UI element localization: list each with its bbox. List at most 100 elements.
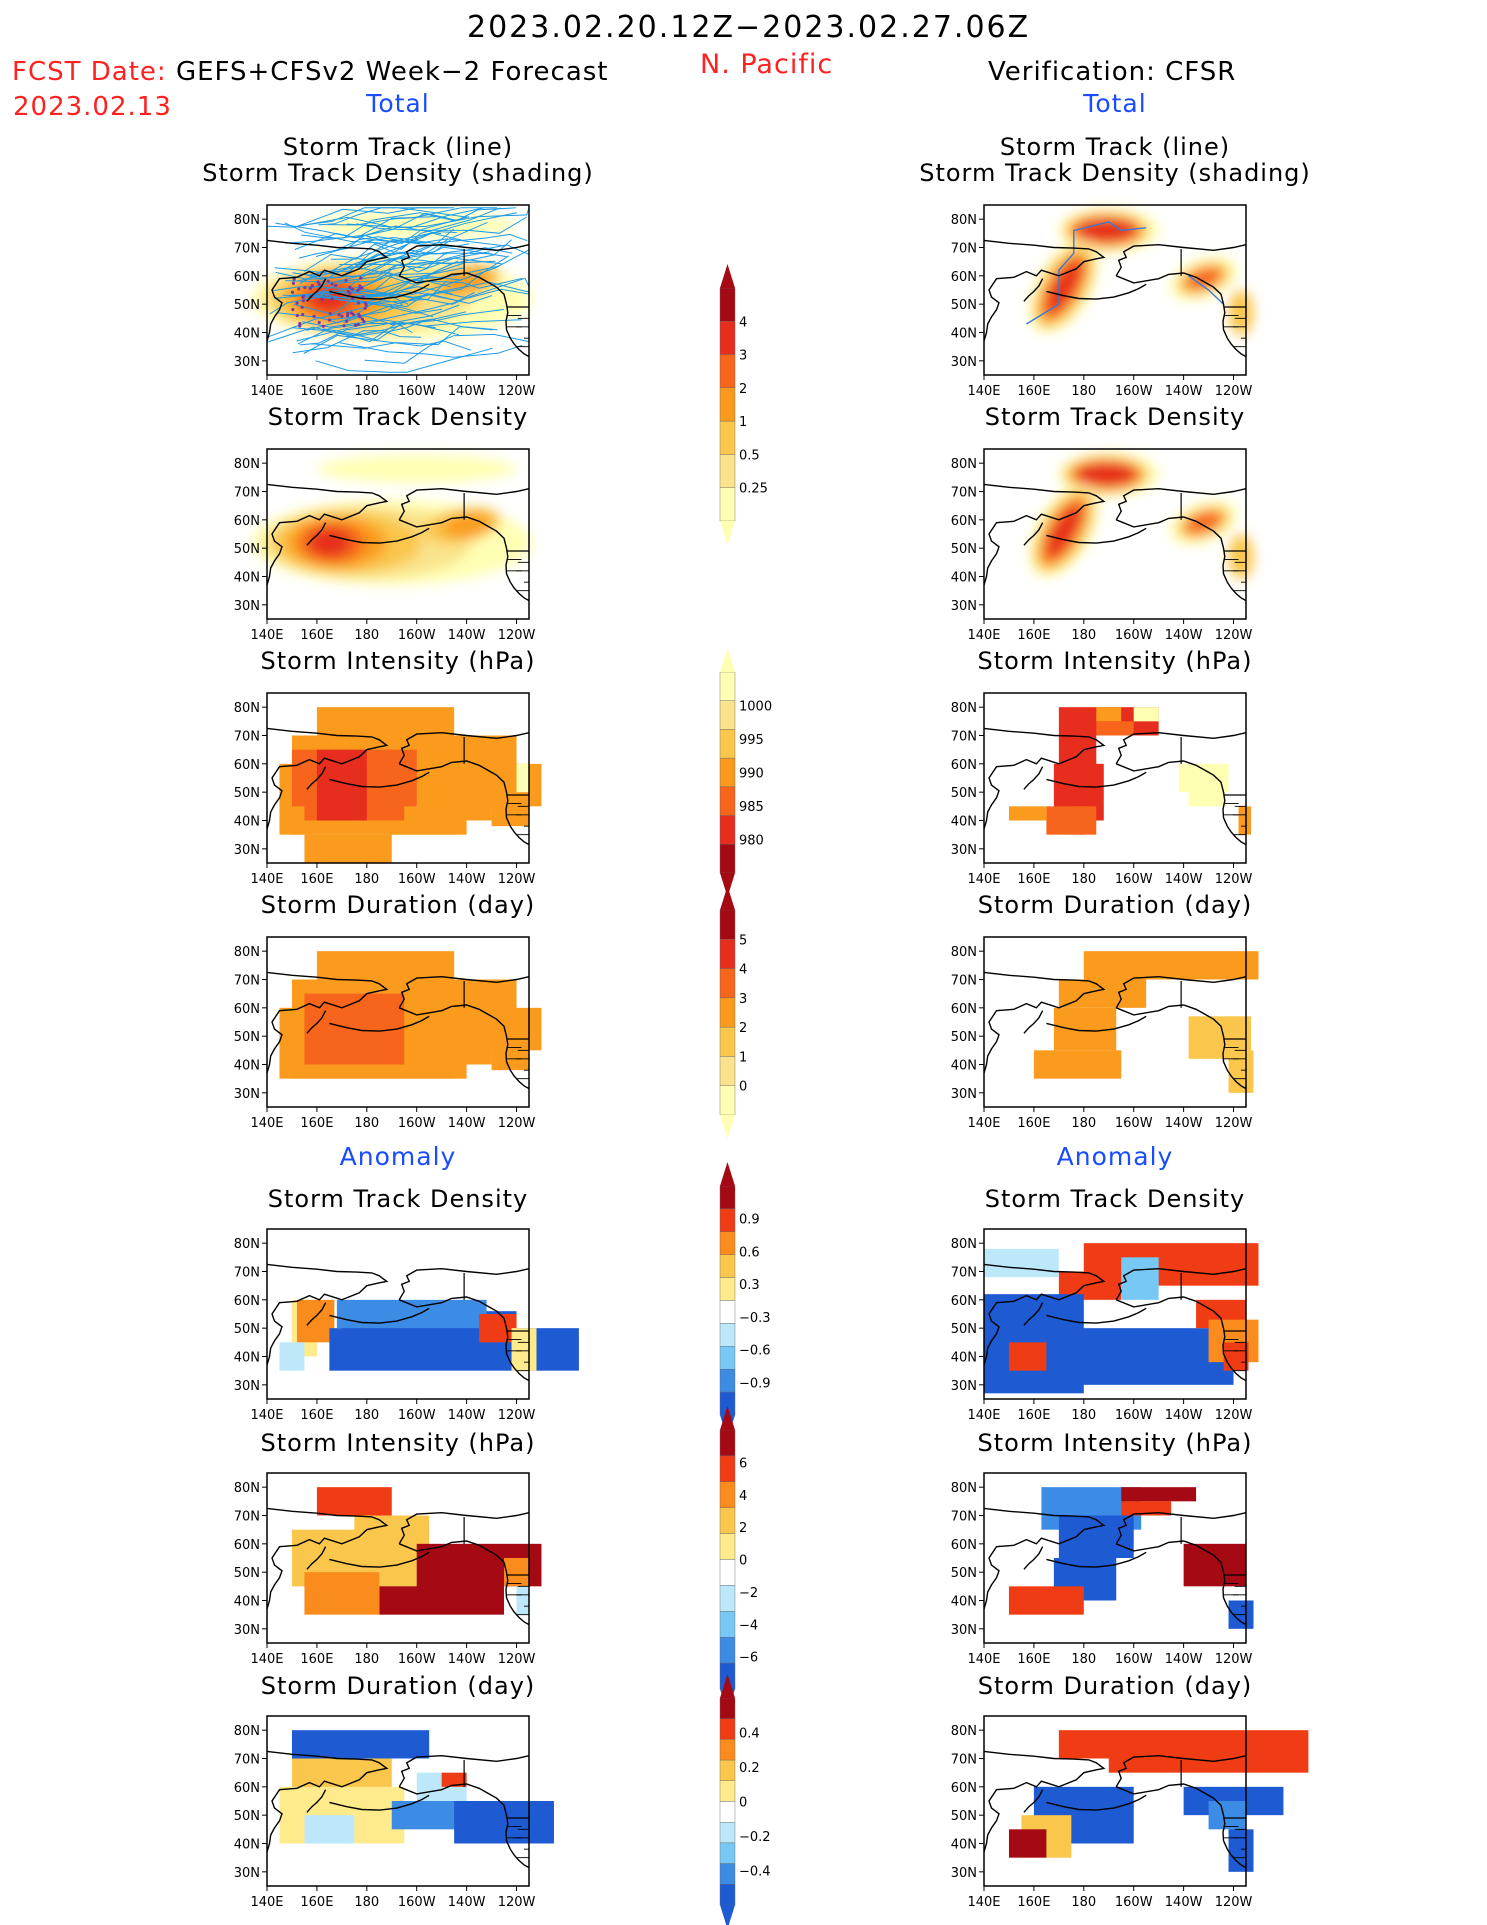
lat-tick-label: 70N [951, 730, 977, 745]
lon-tick-label: 140E [250, 1652, 283, 1667]
coastline-alaska [1115, 243, 1247, 277]
coastline-kamchatka [306, 1789, 327, 1813]
grid-cell-layer [279, 951, 542, 1079]
grid-cell [1053, 1007, 1117, 1051]
colorbar-segment [719, 287, 736, 322]
storm-track-line [361, 207, 517, 236]
map-frame [266, 1472, 530, 1644]
grid-cell [279, 1342, 305, 1371]
track-point [295, 301, 299, 305]
colorbar-label: −0.2 [739, 1830, 771, 1845]
coastline-alaska [1115, 487, 1247, 521]
panel-title: Storm Intensity (hPa) [261, 1429, 536, 1457]
lon-tick-label: 120W [1215, 872, 1253, 887]
colorbar-segment [719, 1300, 736, 1324]
track-point [342, 324, 346, 328]
track-point [317, 282, 321, 287]
coastline-alaska [1115, 1754, 1247, 1788]
shading-contour [1047, 506, 1081, 557]
colorbar-label: −4 [739, 1618, 758, 1633]
colorbar-segment [719, 1611, 736, 1638]
colorbar-label: 2 [739, 1021, 747, 1036]
lon-tick-label: 140E [967, 1652, 1000, 1667]
coastline-asia [983, 483, 1106, 586]
aleutian-islands [1046, 1551, 1147, 1568]
coastline-alaska [398, 243, 530, 277]
lat-tick-label: 50N [951, 1322, 977, 1337]
coastline-asia [983, 1263, 1106, 1366]
lat-tick-label: 60N [951, 758, 977, 773]
lon-tick-label: 180 [1071, 1116, 1096, 1131]
lat-tick-label: 70N [951, 1510, 977, 1525]
lat-tick-label: 60N [234, 270, 260, 285]
track-point [316, 280, 320, 284]
colorbar-label: 980 [739, 834, 764, 849]
grid-cell [1058, 979, 1147, 1008]
lat-tick-label: 80N [951, 1724, 977, 1739]
track-point [301, 294, 306, 298]
coastline-asia [266, 1750, 389, 1853]
storm-track-line [339, 252, 493, 269]
storm-track-line [274, 262, 464, 282]
lat-tick-label: 50N [951, 542, 977, 557]
coastline-kamchatka [1023, 1010, 1044, 1034]
coastline-asia [983, 1750, 1106, 1853]
lat-tick-label: 30N [234, 1087, 260, 1102]
lon-tick-label: 140W [1165, 384, 1203, 399]
track-point [298, 322, 302, 326]
coastline-kamchatka [306, 1546, 327, 1570]
grid-cell [1008, 1586, 1084, 1615]
lon-tick-label: 180 [1071, 1652, 1096, 1667]
lat-tick-label: 30N [951, 843, 977, 858]
track-point [321, 324, 325, 328]
lon-tick-label: 180 [354, 872, 379, 887]
coastline-alaska [398, 1754, 530, 1788]
map-frame [266, 1228, 530, 1400]
colorbar-segment [719, 1780, 736, 1802]
lon-tick-label: 120W [1215, 1408, 1253, 1423]
colorbar-intensity-anomaly: 6 4 2 0 −2 −4 −6 [719, 1406, 758, 1713]
lon-tick-label: 120W [1215, 1116, 1253, 1131]
storm-track-line [359, 255, 509, 305]
lon-tick-label: 140E [250, 628, 283, 643]
storm-track-line [348, 244, 530, 294]
lon-tick-label: 160E [1017, 872, 1050, 887]
panel-title: Storm Track Density [268, 403, 528, 431]
lon-tick-label: 140W [1165, 1116, 1203, 1131]
storm-track-line [353, 253, 503, 273]
colorbar-label: −2 [739, 1586, 758, 1601]
coastline-asia [266, 1263, 389, 1366]
aleutian-islands [1046, 1307, 1147, 1324]
lat-tick-label: 80N [234, 945, 260, 960]
grid-cell [1121, 1501, 1172, 1516]
grid-cell [304, 1572, 380, 1615]
lon-tick-label: 160E [1017, 1895, 1050, 1910]
storm-track-line [315, 347, 493, 373]
storm-track-line [297, 207, 485, 229]
lat-tick-label: 60N [234, 758, 260, 773]
storm-track-line [320, 292, 492, 308]
lon-tick-label: 180 [1071, 1408, 1096, 1423]
lon-tick-label: 160E [1017, 1116, 1050, 1131]
lon-tick-label: 180 [354, 1116, 379, 1131]
map-panel: 80N 70N 60N 50N 40N 30N 140E 160E 180 160W 140W 120… [951, 936, 1253, 1131]
lat-tick-label: 70N [951, 1266, 977, 1281]
map-frame [266, 204, 530, 376]
grid-cell [1238, 806, 1251, 835]
shading-contour [1184, 511, 1223, 535]
lon-tick-label: 180 [1071, 872, 1096, 887]
colorbar-segment [719, 1185, 736, 1210]
colorbar-segment [719, 729, 736, 759]
panel-title: Storm Track Density [268, 1185, 528, 1213]
coastline-north-america [1115, 1296, 1247, 1382]
map-frame [266, 1715, 530, 1887]
lon-tick-label: 140E [967, 872, 1000, 887]
colorbar-segment [719, 1884, 736, 1906]
colorbar-segment [719, 1718, 736, 1740]
lat-tick-label: 30N [234, 843, 260, 858]
aleutian-islands [1046, 1794, 1147, 1811]
colorbar-label: 990 [739, 767, 764, 782]
storm-track-line [359, 247, 513, 266]
lat-tick-label: 70N [951, 486, 977, 501]
track-point [337, 313, 341, 317]
